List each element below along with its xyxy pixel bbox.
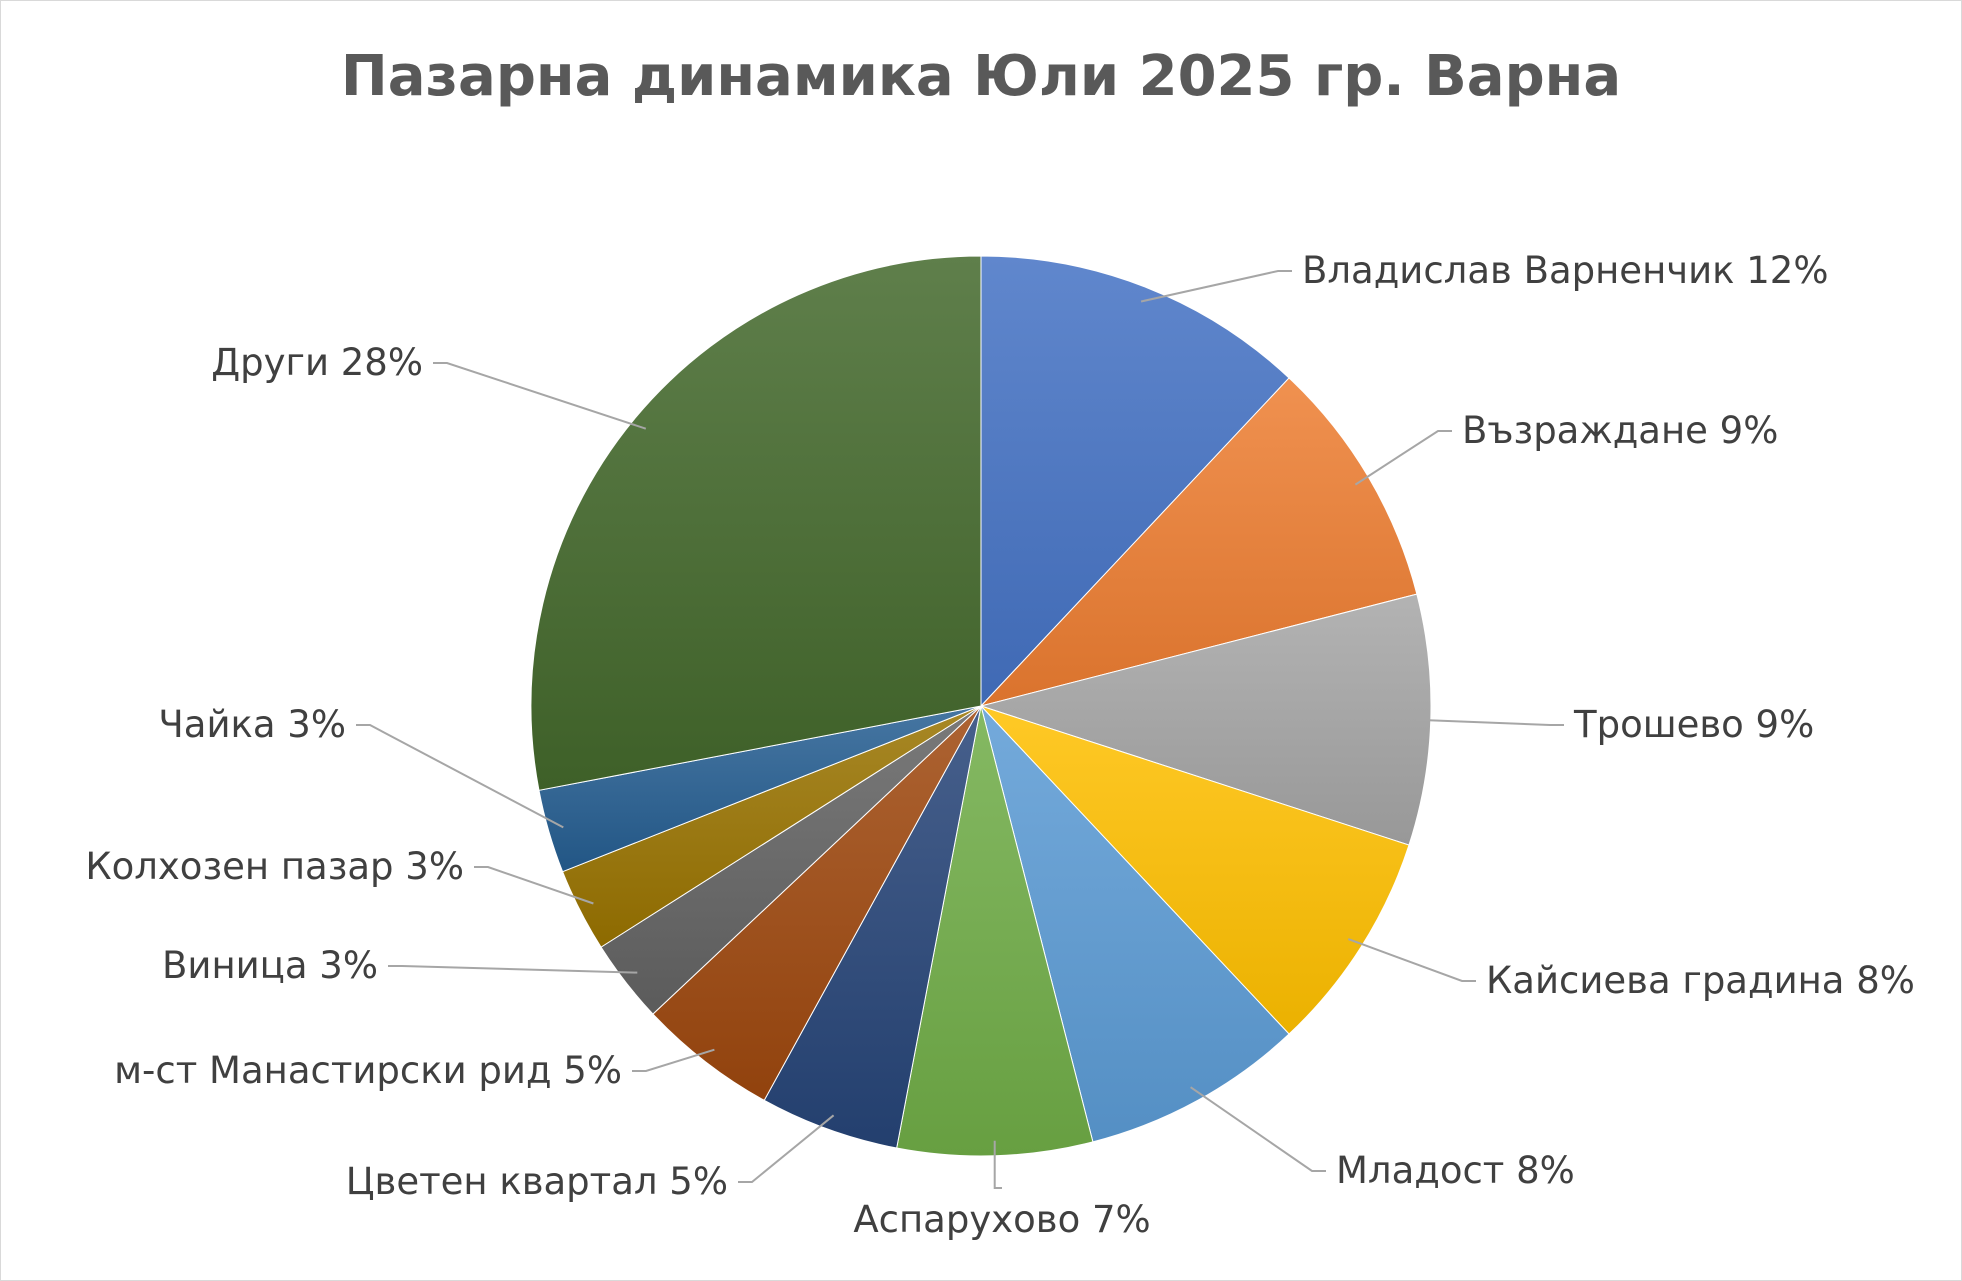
chart-title: Пазарна динамика Юли 2025 гр. Варна bbox=[340, 44, 1622, 109]
leader-line bbox=[1415, 718, 1564, 726]
leader-line bbox=[1347, 938, 1476, 982]
data-label: Възраждане 9% bbox=[1462, 409, 1778, 452]
data-label: Трошево 9% bbox=[1573, 703, 1814, 746]
leader-line bbox=[474, 866, 594, 905]
leader-line bbox=[356, 724, 564, 829]
leader-line bbox=[993, 1140, 1002, 1189]
data-label: Чайка 3% bbox=[158, 703, 346, 746]
data-label: Кайсиева градина 8% bbox=[1486, 959, 1915, 1002]
data-label: Младост 8% bbox=[1336, 1149, 1575, 1192]
data-label: Други 28% bbox=[211, 341, 423, 384]
leader-line bbox=[1190, 1086, 1326, 1172]
leader-line bbox=[738, 1114, 835, 1183]
pie-slice bbox=[530, 255, 982, 791]
leader-line bbox=[1354, 430, 1452, 486]
data-label: Колхозен пазар 3% bbox=[85, 845, 464, 888]
leader-line bbox=[433, 362, 647, 430]
pie-slice bbox=[980, 255, 1290, 708]
pie-slice bbox=[980, 705, 1410, 1035]
pie-slice bbox=[980, 705, 1290, 1143]
leader-line bbox=[1140, 270, 1292, 303]
leader-line bbox=[632, 1048, 715, 1072]
data-label: Владислав Варненчик 12% bbox=[1302, 249, 1829, 292]
data-label: Цветен квартал 5% bbox=[346, 1160, 728, 1203]
data-label: Аспарухово 7% bbox=[853, 1198, 1150, 1241]
leader-line bbox=[388, 965, 638, 974]
data-label: м-ст Манастирски рид 5% bbox=[114, 1049, 622, 1092]
data-label: Виница 3% bbox=[162, 944, 378, 987]
